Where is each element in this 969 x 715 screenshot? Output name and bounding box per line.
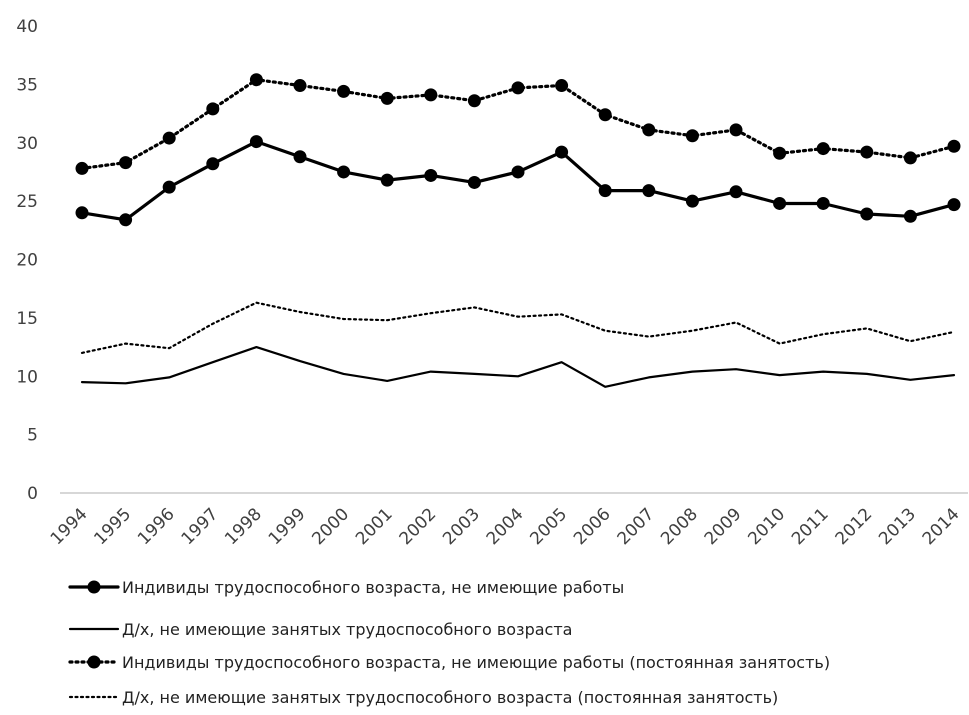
data-point — [380, 91, 394, 105]
x-tick-label: 2010 — [744, 504, 789, 549]
data-point — [642, 123, 656, 137]
legend-entry: Индивиды трудоспособного возраста, не им… — [68, 653, 830, 672]
data-point — [467, 175, 481, 189]
x-tick-label: 2005 — [526, 504, 571, 549]
data-point — [860, 207, 874, 221]
y-tick-label: 35 — [16, 75, 38, 95]
y-tick-label: 5 — [27, 426, 38, 446]
y-tick-label: 20 — [16, 251, 38, 271]
data-point — [293, 150, 307, 164]
data-point — [424, 88, 438, 102]
series-line — [80, 346, 956, 388]
series-2 — [80, 346, 956, 388]
data-point — [249, 73, 263, 87]
data-point — [206, 157, 220, 171]
data-point — [162, 131, 176, 145]
x-tick-label: 2008 — [657, 504, 702, 549]
data-point — [293, 79, 307, 93]
series-line — [80, 301, 956, 354]
data-point — [729, 185, 743, 199]
legend-entry: Д/х, не имеющие занятых трудоспособного … — [68, 620, 572, 639]
y-axis-tick-labels: 0 5 10 15 20 25 30 35 40 — [16, 17, 38, 504]
data-point — [685, 194, 699, 208]
legend-entry: Индивиды трудоспособного возраста, не им… — [68, 578, 624, 597]
legend-swatch — [68, 580, 120, 594]
data-point — [511, 165, 525, 179]
data-point — [467, 94, 481, 108]
data-point — [555, 145, 569, 159]
data-point — [598, 184, 612, 198]
data-point — [860, 145, 874, 159]
x-tick-label: 2004 — [483, 504, 528, 549]
plot-series — [75, 73, 961, 388]
y-tick-label: 15 — [16, 309, 38, 329]
x-tick-label: 2011 — [788, 504, 833, 549]
data-point — [685, 129, 699, 143]
x-tick-label: 2003 — [439, 504, 484, 549]
data-point — [206, 102, 220, 116]
data-point — [337, 165, 351, 179]
legend-swatch-marker — [87, 580, 101, 594]
y-tick-label: 30 — [16, 134, 38, 154]
data-point — [75, 161, 89, 175]
legend-label: Д/х, не имеющие занятых трудоспособного … — [122, 620, 572, 639]
legend-swatch-marker — [87, 655, 101, 669]
x-tick-label: 1994 — [47, 504, 92, 549]
data-point — [598, 108, 612, 122]
y-tick-label: 25 — [16, 192, 38, 212]
x-tick-label: 2009 — [701, 504, 746, 549]
data-point — [773, 146, 787, 160]
data-point — [337, 84, 351, 98]
x-tick-label: 1999 — [265, 504, 310, 549]
x-tick-label: 2007 — [614, 504, 659, 549]
series-3 — [75, 73, 961, 175]
x-tick-label: 2002 — [396, 504, 441, 549]
data-point — [380, 173, 394, 187]
data-point — [903, 209, 917, 223]
data-point — [555, 79, 569, 93]
data-point — [424, 168, 438, 182]
data-point — [729, 123, 743, 137]
x-tick-label: 2014 — [919, 504, 964, 549]
data-point — [119, 156, 133, 170]
x-tick-label: 2013 — [875, 504, 920, 549]
x-tick-label: 2000 — [308, 504, 353, 549]
data-point — [947, 139, 961, 153]
x-axis-tick-labels: 1994199519961997199819992000200120022003… — [47, 504, 964, 549]
data-point — [119, 213, 133, 227]
data-point — [249, 135, 263, 149]
legend-swatch — [68, 655, 120, 669]
data-point — [903, 151, 917, 165]
data-point — [816, 196, 830, 210]
y-tick-label: 0 — [27, 484, 38, 504]
data-point — [773, 196, 787, 210]
data-point — [75, 206, 89, 220]
data-point — [816, 142, 830, 156]
legend: Индивиды трудоспособного возраста, не им… — [68, 578, 830, 707]
series-4 — [80, 301, 956, 354]
data-point — [511, 81, 525, 95]
x-tick-label: 1998 — [221, 504, 266, 549]
x-tick-label: 1997 — [178, 504, 223, 549]
x-tick-label: 1996 — [134, 504, 179, 549]
x-tick-label: 1995 — [90, 504, 135, 549]
x-tick-label: 2001 — [352, 504, 397, 549]
data-point — [642, 184, 656, 198]
data-point — [947, 198, 961, 212]
y-tick-label: 40 — [16, 17, 38, 37]
legend-label: Д/х, не имеющие занятых трудоспособного … — [122, 688, 778, 707]
legend-label: Индивиды трудоспособного возраста, не им… — [122, 653, 830, 672]
x-tick-label: 2006 — [570, 504, 615, 549]
x-tick-label: 2012 — [832, 504, 877, 549]
y-tick-label: 10 — [16, 367, 38, 387]
legend-entry: Д/х, не имеющие занятых трудоспособного … — [68, 688, 778, 707]
data-point — [162, 180, 176, 194]
series-1 — [75, 135, 961, 227]
legend-label: Индивиды трудоспособного возраста, не им… — [122, 578, 624, 597]
